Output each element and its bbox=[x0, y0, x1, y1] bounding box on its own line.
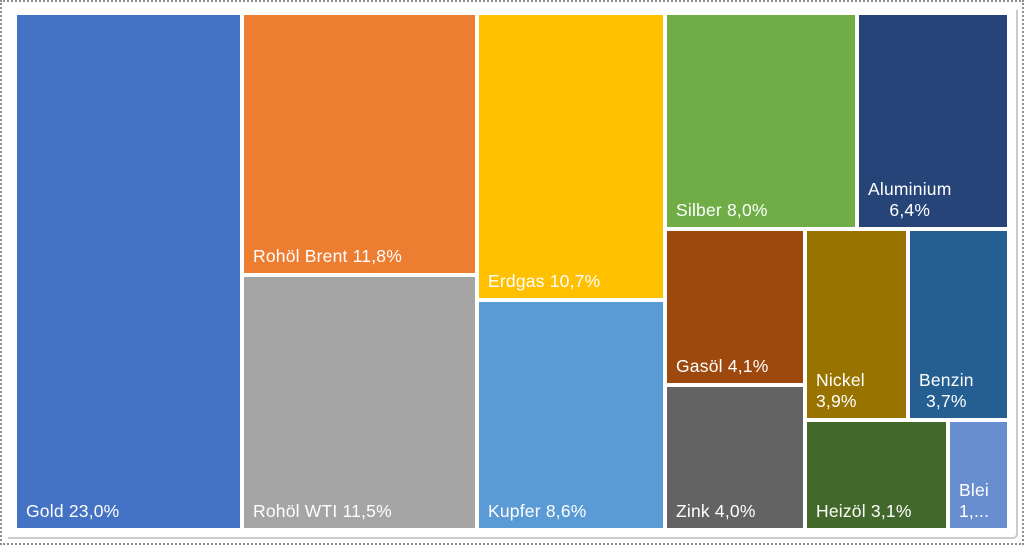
treemap-tile-label-line: 3,9% bbox=[816, 391, 857, 412]
treemap-tile-blei[interactable]: Blei 1,... bbox=[950, 422, 1007, 528]
treemap-tile-label-line: Blei bbox=[959, 479, 989, 500]
treemap-tile-label-gasoel: Gasöl 4,1% bbox=[676, 356, 768, 378]
treemap-tile-silber[interactable]: Silber 8,0% bbox=[667, 15, 855, 227]
treemap-tile-aluminium[interactable]: Aluminium 6,4% bbox=[859, 15, 1007, 227]
treemap-tile-nickel[interactable]: Nickel 3,9% bbox=[807, 231, 906, 418]
chart-frame-border bbox=[8, 10, 1018, 539]
treemap-tile-label-line: Nickel bbox=[816, 369, 865, 390]
treemap-tile-label-kupfer: Kupfer 8,6% bbox=[488, 501, 587, 523]
treemap-tile-label-rohoel-brent: Rohöl Brent 11,8% bbox=[253, 246, 402, 268]
treemap-tile-benzin[interactable]: Benzin 3,7% bbox=[910, 231, 1007, 418]
treemap-tile-label-line: Rohöl WTI 11,5% bbox=[253, 501, 392, 522]
treemap-tile-heizoel[interactable]: Heizöl 3,1% bbox=[807, 422, 946, 528]
treemap-tile-label-line: Zink 4,0% bbox=[676, 501, 756, 522]
treemap-tile-zink[interactable]: Zink 4,0% bbox=[667, 387, 803, 528]
treemap-tile-gold[interactable]: Gold 23,0% bbox=[17, 15, 240, 528]
treemap-tile-label-heizoel: Heizöl 3,1% bbox=[816, 501, 912, 523]
treemap-tile-label-rohoel-wti: Rohöl WTI 11,5% bbox=[253, 501, 392, 523]
treemap-tile-label-line: Kupfer 8,6% bbox=[488, 501, 587, 522]
treemap-tile-label-line: Silber 8,0% bbox=[676, 200, 768, 221]
treemap-tile-label-nickel: Nickel 3,9% bbox=[816, 370, 865, 413]
treemap-tile-label-line: 6,4% bbox=[889, 200, 931, 221]
treemap-tile-label-line: 3,7% bbox=[926, 391, 967, 412]
treemap-tile-erdgas[interactable]: Erdgas 10,7% bbox=[479, 15, 663, 298]
treemap-tile-label-line: Benzin bbox=[919, 369, 974, 390]
treemap-tile-label-line: 1,... bbox=[959, 501, 990, 522]
treemap-tile-label-silber: Silber 8,0% bbox=[676, 200, 768, 222]
treemap-tile-label-line: Aluminium bbox=[868, 178, 952, 199]
treemap-tile-gasoel[interactable]: Gasöl 4,1% bbox=[667, 231, 803, 383]
treemap-tile-label-aluminium: Aluminium 6,4% bbox=[868, 179, 952, 222]
treemap-tile-label-benzin: Benzin 3,7% bbox=[919, 370, 974, 413]
treemap-tile-label-line: Gold 23,0% bbox=[26, 501, 120, 522]
treemap-tile-rohoel-wti[interactable]: Rohöl WTI 11,5% bbox=[244, 277, 475, 528]
treemap-tile-label-gold: Gold 23,0% bbox=[26, 501, 119, 523]
treemap-tile-label-line: Heizöl 3,1% bbox=[816, 501, 912, 522]
treemap-tile-label-blei: Blei 1,... bbox=[959, 480, 989, 523]
treemap-tile-label-zink: Zink 4,0% bbox=[676, 501, 756, 523]
treemap-tile-label-line: Rohöl Brent 11,8% bbox=[253, 246, 402, 267]
treemap-tile-label-line: Erdgas 10,7% bbox=[488, 271, 601, 292]
treemap-tile-label-erdgas: Erdgas 10,7% bbox=[488, 271, 600, 293]
treemap-tile-rohoel-brent[interactable]: Rohöl Brent 11,8% bbox=[244, 15, 475, 273]
treemap-tile-label-line: Gasöl 4,1% bbox=[676, 356, 769, 377]
treemap-tile-kupfer[interactable]: Kupfer 8,6% bbox=[479, 302, 663, 528]
